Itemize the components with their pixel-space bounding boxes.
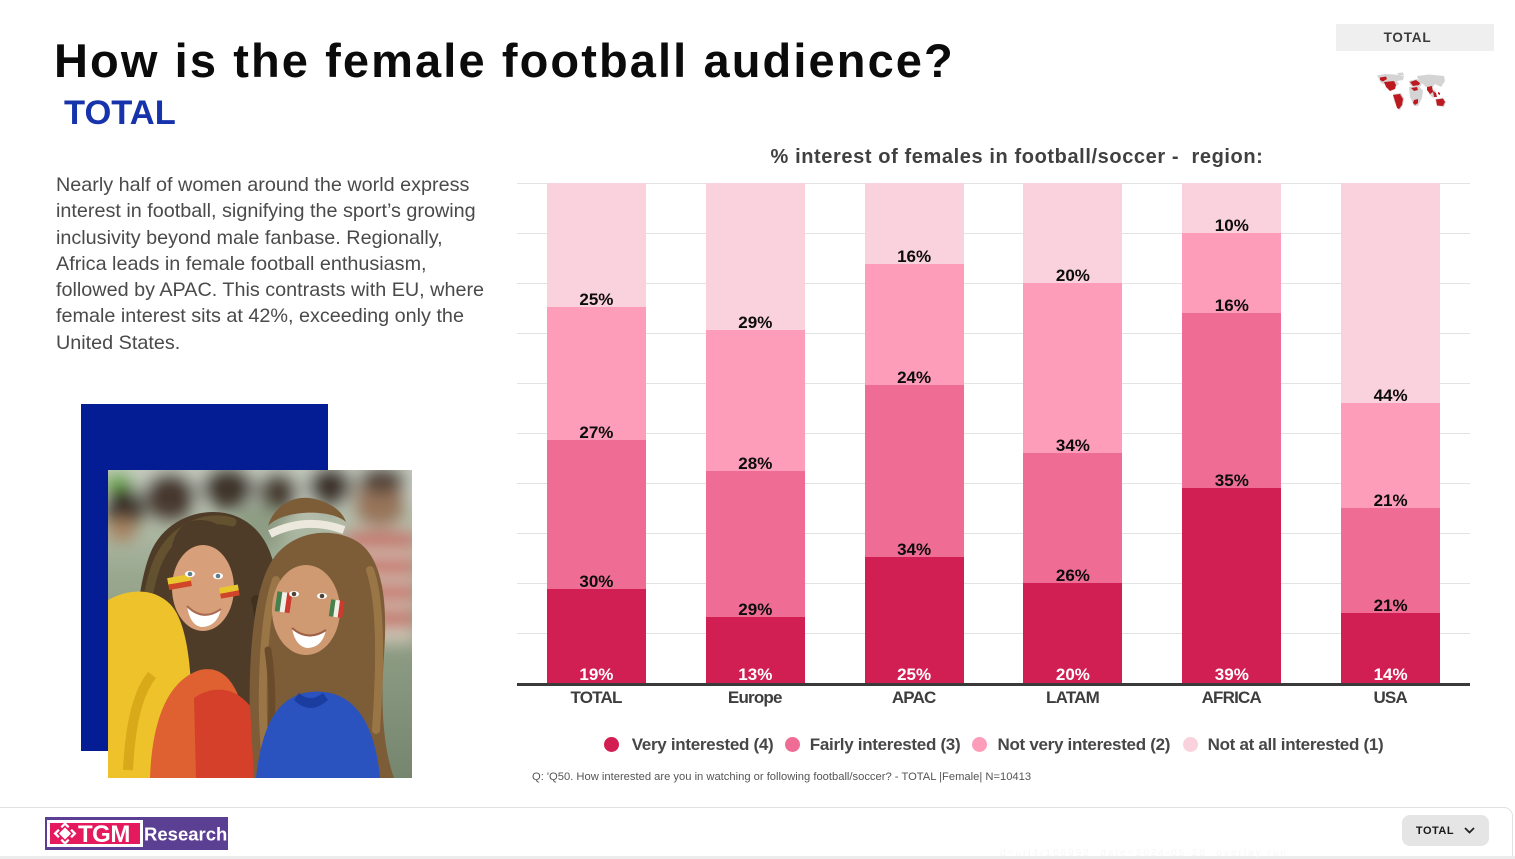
svg-text:TGM: TGM — [78, 821, 130, 848]
svg-text:Research: Research — [144, 824, 227, 845]
